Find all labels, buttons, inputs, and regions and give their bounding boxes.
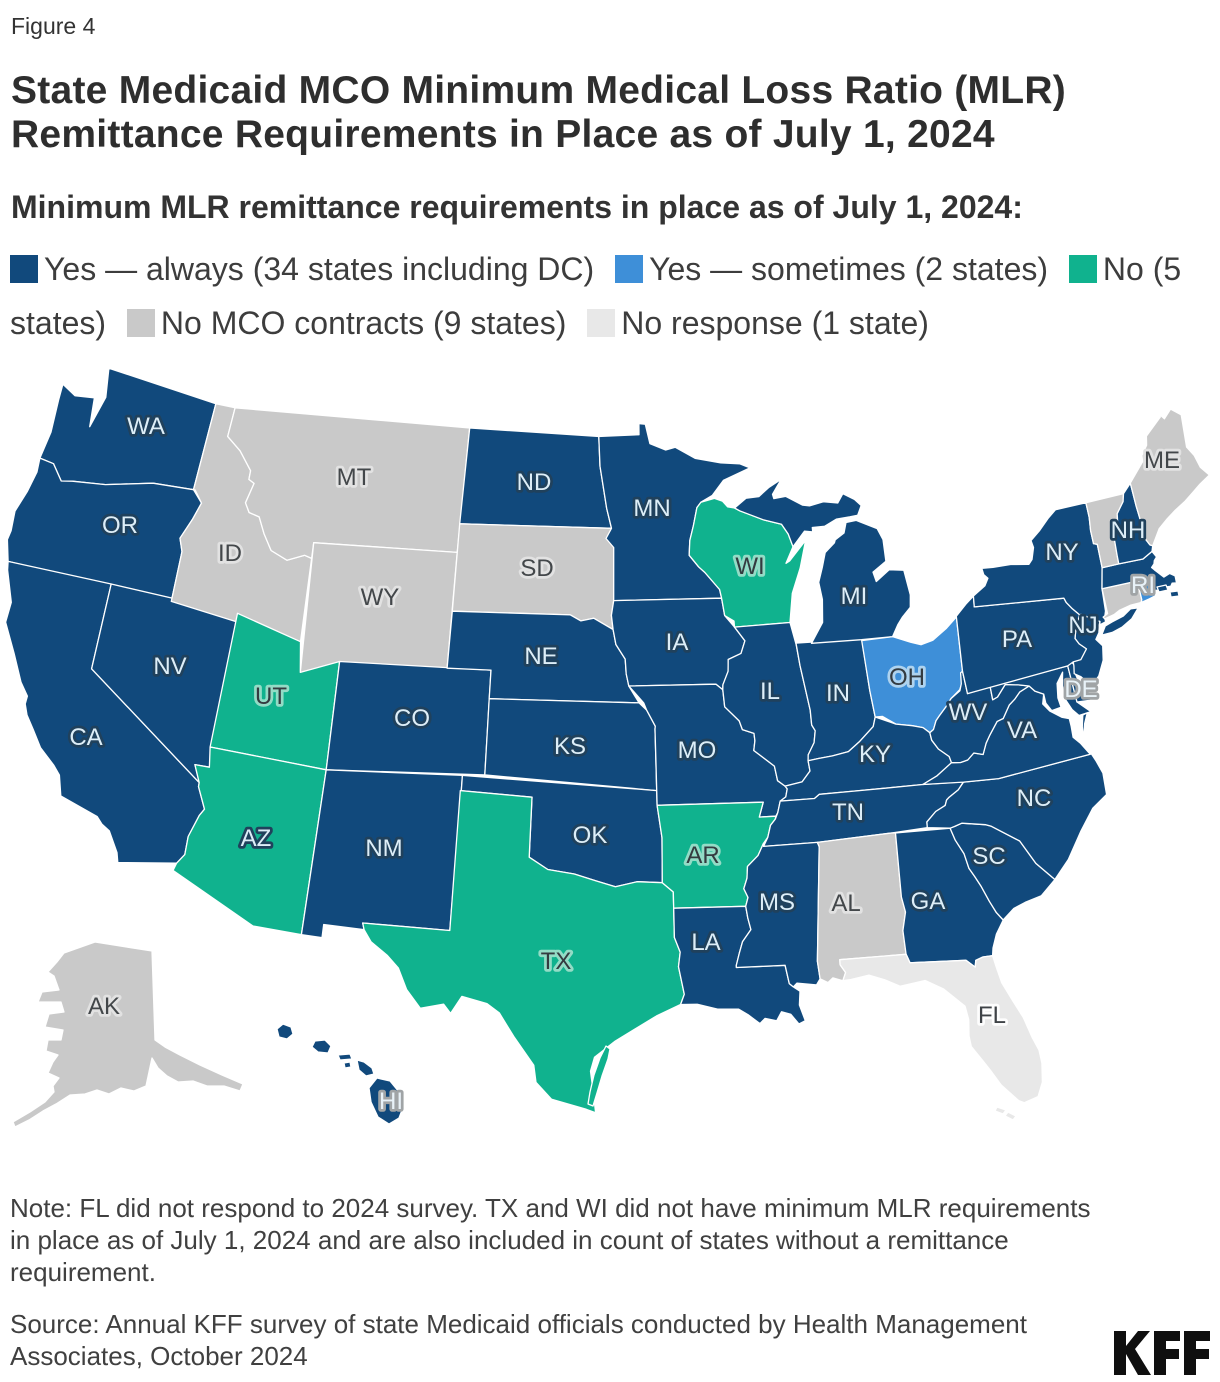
svg-text:RI: RI: [1131, 572, 1155, 599]
svg-text:NY: NY: [1045, 539, 1078, 566]
svg-text:AK: AK: [88, 993, 120, 1020]
svg-text:ID: ID: [218, 540, 242, 567]
svg-text:AR: AR: [686, 842, 719, 869]
svg-text:KS: KS: [554, 733, 586, 760]
svg-text:NE: NE: [524, 643, 557, 670]
svg-text:MI: MI: [841, 583, 868, 610]
svg-text:CO: CO: [394, 705, 430, 732]
svg-text:CA: CA: [69, 724, 102, 751]
svg-text:WI: WI: [735, 553, 764, 580]
svg-text:OR: OR: [102, 512, 138, 539]
svg-text:SC: SC: [972, 843, 1005, 870]
svg-text:TX: TX: [541, 948, 572, 975]
svg-text:OH: OH: [889, 664, 925, 691]
svg-text:HI: HI: [379, 1088, 403, 1115]
svg-text:ME: ME: [1144, 447, 1180, 474]
svg-text:NJ: NJ: [1068, 612, 1097, 639]
svg-text:MO: MO: [678, 737, 717, 764]
svg-text:MN: MN: [633, 495, 670, 522]
svg-text:SD: SD: [520, 555, 553, 582]
svg-text:MT: MT: [337, 464, 372, 491]
svg-text:WY: WY: [361, 584, 400, 611]
svg-text:IL: IL: [760, 678, 780, 705]
svg-text:AZ: AZ: [241, 825, 272, 852]
svg-text:KY: KY: [859, 741, 891, 768]
svg-text:DE: DE: [1064, 676, 1097, 703]
svg-text:PA: PA: [1002, 626, 1032, 653]
svg-text:WA: WA: [127, 413, 165, 440]
svg-text:NV: NV: [153, 653, 186, 680]
svg-text:ND: ND: [517, 469, 552, 496]
svg-text:NC: NC: [1017, 785, 1052, 812]
svg-text:NM: NM: [365, 835, 402, 862]
svg-text:AL: AL: [831, 890, 860, 917]
svg-text:UT: UT: [255, 683, 287, 710]
svg-text:GA: GA: [911, 888, 946, 915]
svg-text:MS: MS: [759, 889, 795, 916]
svg-text:OK: OK: [573, 822, 608, 849]
svg-text:IA: IA: [666, 629, 689, 656]
svg-text:WV: WV: [949, 699, 988, 726]
svg-text:TN: TN: [832, 799, 864, 826]
svg-text:VA: VA: [1007, 717, 1037, 744]
svg-text:FL: FL: [978, 1002, 1006, 1029]
svg-text:NH: NH: [1111, 517, 1146, 544]
svg-text:LA: LA: [691, 929, 720, 956]
svg-text:IN: IN: [826, 680, 850, 707]
